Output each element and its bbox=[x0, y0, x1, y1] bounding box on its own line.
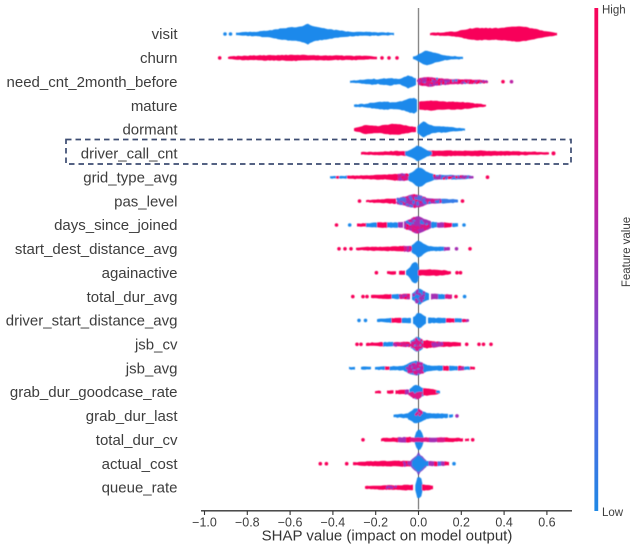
svg-text:visit: visit bbox=[152, 26, 179, 43]
svg-text:−1.0: −1.0 bbox=[192, 515, 217, 529]
svg-text:mature: mature bbox=[131, 98, 178, 115]
svg-text:−0.8: −0.8 bbox=[235, 515, 260, 529]
svg-text:pas_level: pas_level bbox=[114, 193, 177, 210]
svg-text:Low: Low bbox=[602, 507, 624, 519]
svg-text:againactive: againactive bbox=[102, 265, 178, 282]
svg-text:driver_call_cnt: driver_call_cnt bbox=[81, 146, 179, 163]
svg-text:start_dest_distance_avg: start_dest_distance_avg bbox=[15, 241, 178, 258]
svg-text:Feature value: Feature value bbox=[621, 217, 633, 287]
svg-text:jsb_avg: jsb_avg bbox=[125, 360, 178, 377]
svg-text:−0.2: −0.2 bbox=[363, 515, 388, 529]
svg-text:0.2: 0.2 bbox=[453, 515, 470, 529]
svg-text:jsb_cv: jsb_cv bbox=[134, 337, 178, 354]
svg-text:dormant: dormant bbox=[122, 122, 178, 139]
svg-text:total_dur_avg: total_dur_avg bbox=[87, 289, 178, 306]
svg-text:days_since_joined: days_since_joined bbox=[54, 217, 177, 234]
svg-text:need_cnt_2month_before: need_cnt_2month_before bbox=[7, 74, 178, 91]
svg-text:churn: churn bbox=[140, 50, 178, 67]
svg-text:actual_cost: actual_cost bbox=[102, 456, 179, 473]
svg-text:SHAP value (impact on model ou: SHAP value (impact on model output) bbox=[262, 528, 513, 545]
svg-text:queue_rate: queue_rate bbox=[102, 480, 178, 497]
svg-text:High: High bbox=[602, 5, 626, 17]
svg-text:0.4: 0.4 bbox=[495, 515, 512, 529]
svg-text:grid_type_avg: grid_type_avg bbox=[83, 169, 177, 186]
svg-text:−0.4: −0.4 bbox=[321, 515, 346, 529]
svg-text:total_dur_cv: total_dur_cv bbox=[96, 432, 178, 449]
svg-text:driver_start_distance_avg: driver_start_distance_avg bbox=[6, 313, 178, 330]
svg-text:0.0: 0.0 bbox=[410, 515, 427, 529]
svg-text:grab_dur_goodcase_rate: grab_dur_goodcase_rate bbox=[10, 384, 178, 401]
svg-text:0.6: 0.6 bbox=[538, 515, 555, 529]
svg-text:grab_dur_last: grab_dur_last bbox=[86, 408, 179, 425]
svg-text:−0.6: −0.6 bbox=[278, 515, 303, 529]
